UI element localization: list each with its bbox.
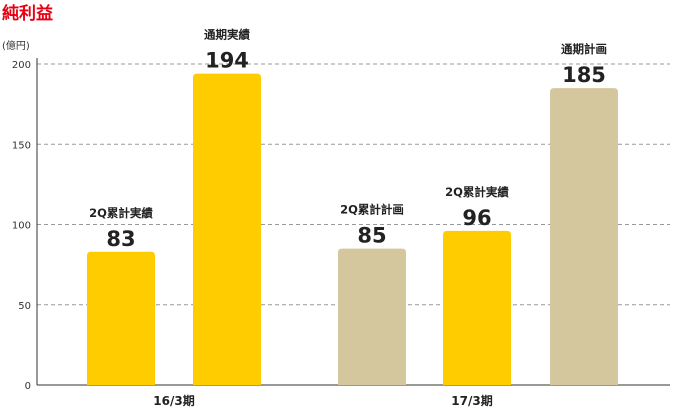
chart-title: 純利益 (2, 4, 53, 24)
x-group-label: 16/3期 (153, 393, 194, 408)
y-tick-label: 200 (12, 60, 31, 71)
bar (550, 88, 618, 385)
bar (338, 248, 406, 385)
y-tick-label: 100 (12, 221, 31, 232)
bar-caption-label: 通期実績 (204, 28, 250, 42)
y-tick-label: 150 (12, 140, 31, 151)
y-tick-label: 50 (18, 301, 31, 312)
bar-caption-label: 2Q累計実績 (445, 185, 509, 199)
bars: 83 2Q累計実績 194 通期実績 85 2Q累計計画 96 2Q累計実績 185 通期計画 (87, 28, 618, 385)
bar-caption-label: 通期計画 (561, 42, 607, 56)
bar-caption-label: 2Q累計計画 (340, 203, 404, 217)
bar-value-label: 85 (357, 224, 386, 248)
y-axis-ticks: 0 50 100 150 200 (12, 60, 31, 392)
y-axis-label: (億円) (2, 39, 30, 52)
bar-value-label: 83 (106, 227, 135, 251)
x-group-label: 17/3期 (451, 393, 492, 408)
bar (443, 230, 511, 385)
bar-value-label: 96 (462, 206, 491, 230)
x-axis-group-labels: 16/3期 17/3期 (153, 393, 492, 408)
y-tick-label: 0 (25, 381, 31, 392)
bar (193, 73, 261, 385)
bar (87, 251, 155, 385)
bar-caption-label: 2Q累計実績 (89, 206, 153, 220)
bar-value-label: 185 (562, 63, 606, 87)
bar-value-label: 194 (205, 49, 249, 73)
